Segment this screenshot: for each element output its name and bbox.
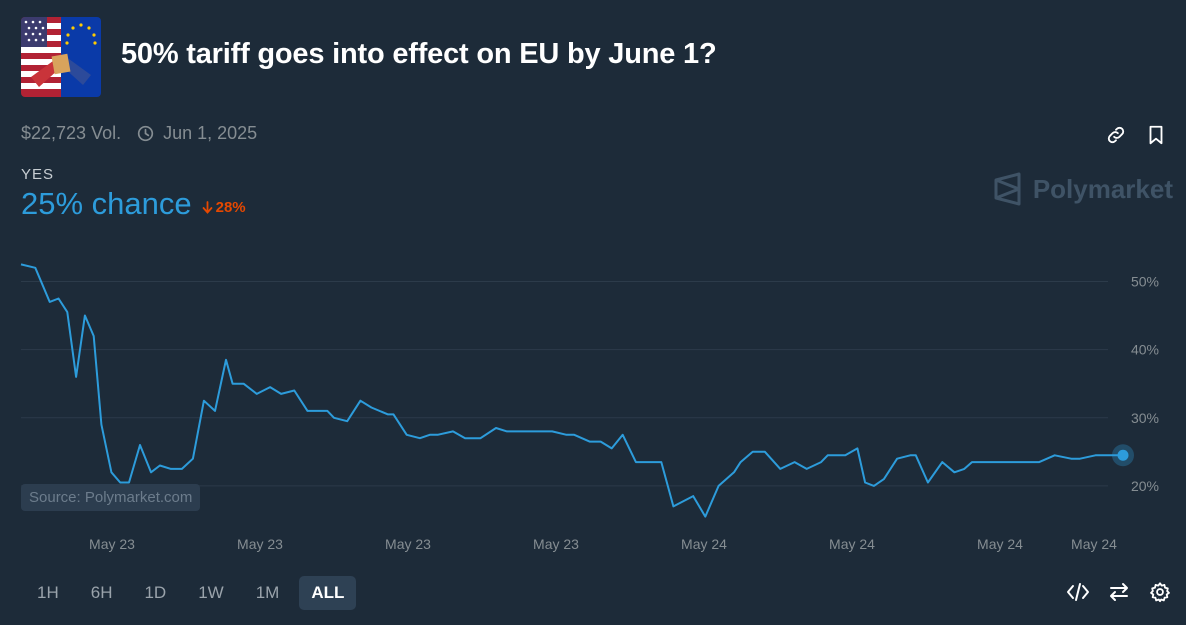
code-icon[interactable] [1066, 580, 1090, 604]
last-point-marker [1117, 449, 1129, 461]
gear-icon[interactable] [1148, 580, 1172, 604]
range-button-1h[interactable]: 1H [37, 583, 59, 602]
source-label: Source: Polymarket.com [21, 484, 201, 511]
price-series [20, 263, 1134, 518]
x-tick-label: May 23 [533, 536, 579, 552]
x-tick-label: May 23 [237, 536, 283, 552]
x-tick-label: May 23 [385, 536, 431, 552]
swap-arrows-icon[interactable] [1107, 580, 1131, 604]
brand-name: Polymarket [1032, 173, 1173, 204]
brand-watermark: Polymarket [993, 172, 1173, 206]
x-tick-label: May 24 [829, 536, 875, 552]
y-tick-label: 40% [1131, 342, 1159, 358]
x-tick-label: May 24 [1071, 536, 1117, 552]
y-tick-label: 30% [1131, 410, 1159, 426]
market-meta: $22,723 Vol. Jun 1, 2025 [21, 123, 257, 144]
y-tick-label: 50% [1131, 273, 1159, 289]
y-tick-label: 20% [1131, 478, 1159, 494]
bookmark-icon[interactable] [1145, 124, 1167, 146]
chart-actions [1066, 580, 1172, 604]
outcome-label: YES [21, 166, 55, 183]
grid-lines [21, 280, 1108, 487]
x-tick-label: May 23 [89, 536, 135, 552]
arrow-down-icon [202, 201, 213, 214]
range-button-1m[interactable]: 1M [255, 583, 280, 602]
x-tick-label: May 24 [681, 536, 727, 552]
change-value: 28% [215, 199, 246, 216]
chance-row: 25% chance 28% [21, 186, 246, 222]
range-button-1d[interactable]: 1D [144, 583, 167, 602]
market-thumbnail [21, 17, 101, 97]
market-title: 50% tariff goes into effect on EU by Jun… [121, 38, 717, 70]
x-axis-labels: May 23 May 23 May 23 May 23 May 24 May 24 May … [89, 536, 1117, 552]
range-button-6h[interactable]: 6H [90, 583, 113, 602]
us-eu-flags-thumbnail-icon [21, 17, 101, 97]
change-badge: 28% [202, 199, 246, 216]
clock-icon [137, 125, 154, 142]
series-line [20, 263, 1123, 518]
chance-value: 25% chance [21, 186, 192, 221]
polymarket-logo-icon [994, 172, 1021, 206]
end-date-label: Jun 1, 2025 [163, 123, 258, 143]
top-actions [1105, 124, 1167, 146]
y-axis-labels: 20% 30% 40% 50% [1131, 273, 1159, 493]
link-icon[interactable] [1105, 124, 1127, 146]
volume-label: $22,723 Vol. [21, 123, 122, 143]
time-range-selector: 1H 6H 1D 1W 1M ALL [25, 576, 364, 610]
range-button-all[interactable]: ALL [299, 576, 357, 610]
range-button-1w[interactable]: 1W [198, 583, 224, 602]
x-tick-label: May 24 [977, 536, 1023, 552]
